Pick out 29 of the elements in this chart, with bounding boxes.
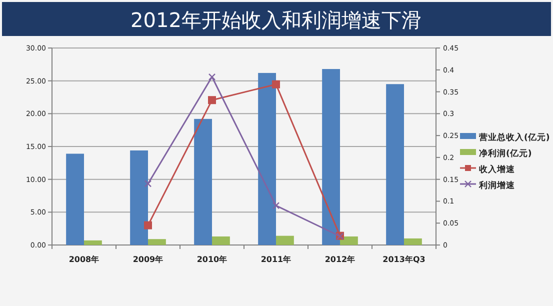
- legend-label: 营业总收入(亿元): [478, 132, 550, 143]
- point: [208, 96, 216, 104]
- legend-label: 净利润(亿元): [479, 148, 532, 159]
- bar: [258, 72, 276, 245]
- x-tick-label: 2013年Q3: [382, 255, 426, 264]
- bar: [322, 69, 340, 245]
- x-tick-label: 2008年: [68, 255, 100, 264]
- point: [208, 73, 216, 80]
- chart-title: 2012年开始收入和利润增速下滑: [130, 8, 422, 32]
- point: [272, 80, 280, 88]
- bar: [404, 238, 422, 245]
- bar: [340, 236, 358, 245]
- point: [272, 202, 280, 210]
- bar: [276, 236, 294, 245]
- bar: [130, 150, 148, 245]
- legend-label: 收入增速: [479, 164, 516, 175]
- point: [144, 180, 152, 188]
- bar: [66, 154, 84, 245]
- bar: [148, 239, 166, 245]
- x-tick-label: 2010年: [196, 255, 228, 264]
- bar: [212, 236, 230, 245]
- x-tick-label: 2012年: [324, 255, 356, 264]
- bar: [386, 84, 404, 245]
- bar: [84, 240, 102, 245]
- x-tick-label: 2011年: [260, 255, 292, 264]
- point: [144, 221, 152, 230]
- x-tick-label: 2009年: [132, 255, 164, 264]
- legend-label: 利润增速: [478, 180, 516, 191]
- bar: [194, 118, 212, 245]
